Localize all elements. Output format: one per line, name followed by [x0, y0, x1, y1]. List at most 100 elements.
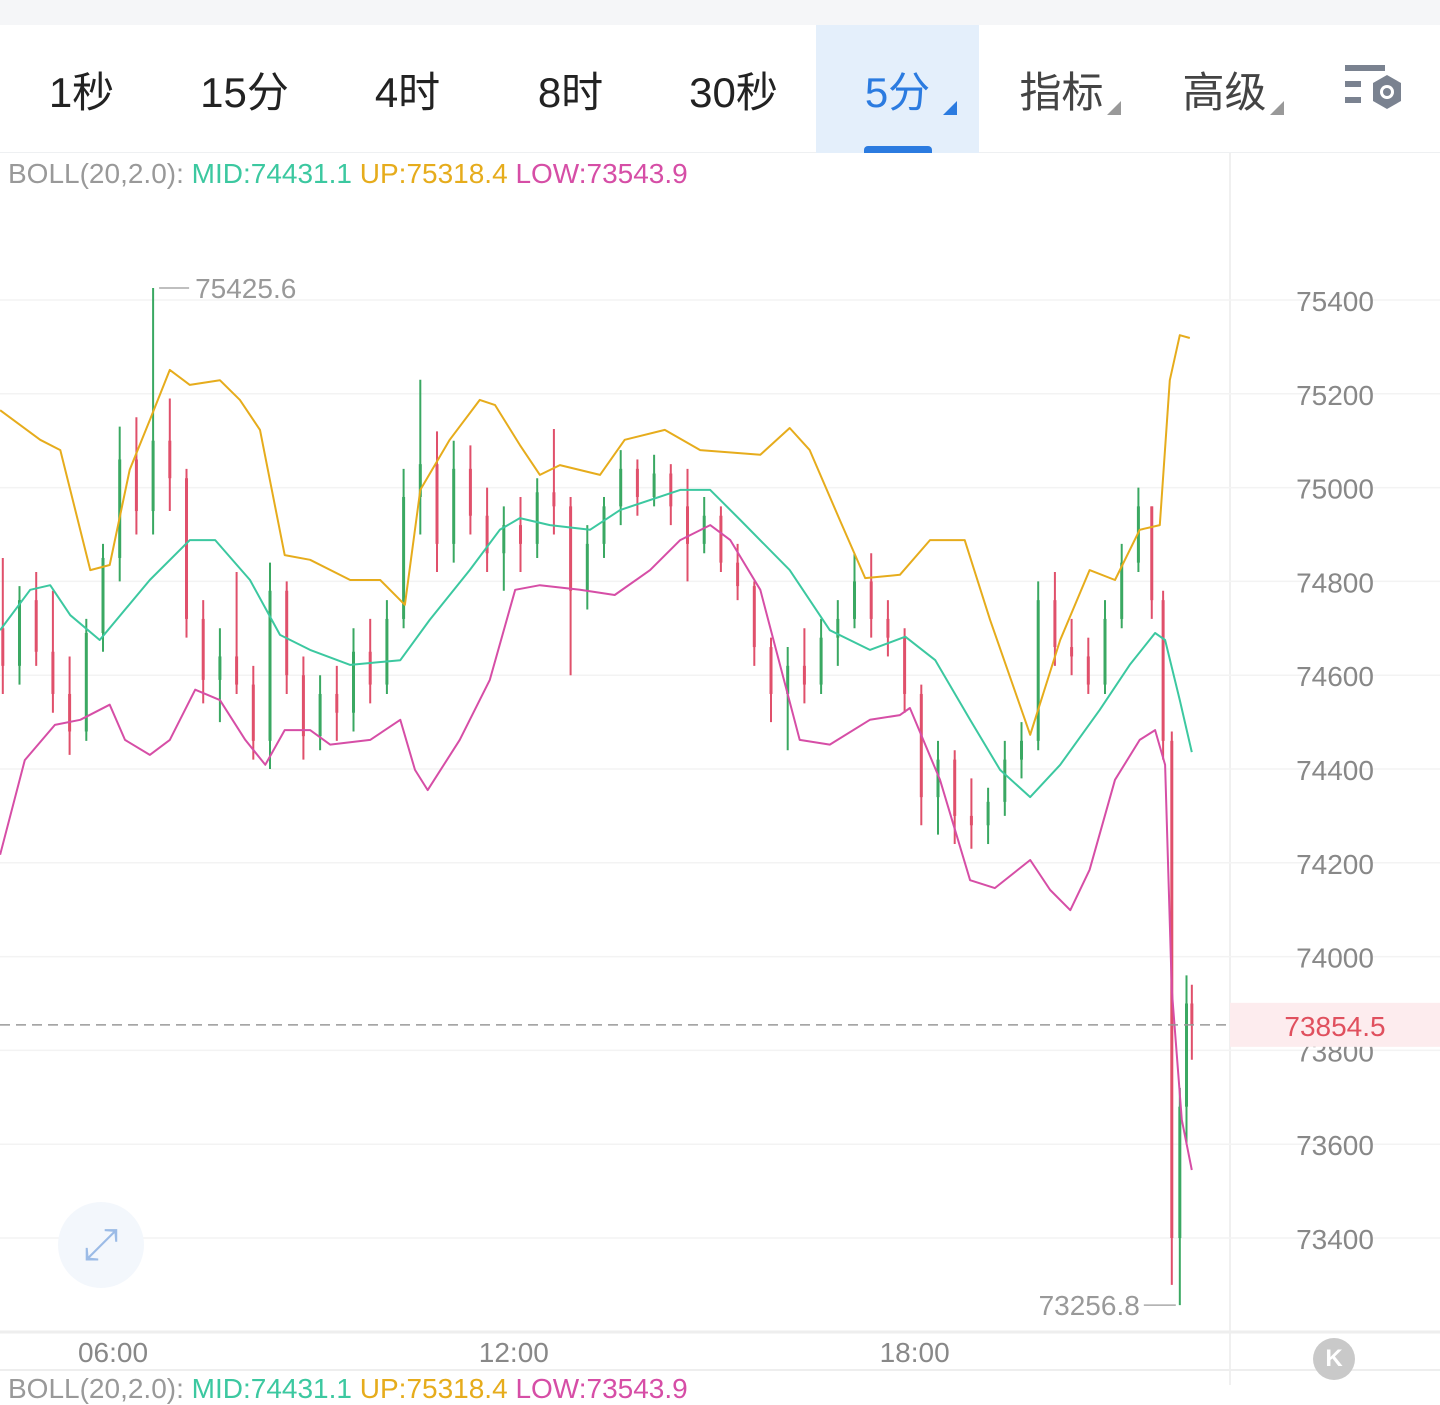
candle [635, 459, 639, 516]
candle [1003, 740, 1007, 816]
tab-4h[interactable]: 4时 [374, 68, 441, 116]
candle [802, 628, 806, 704]
candle [502, 506, 506, 591]
y-tick-label: 75200 [1296, 380, 1374, 411]
candle-body [151, 440, 155, 512]
candle [185, 468, 189, 638]
candle-body [869, 581, 873, 619]
last-price-badge [1230, 1002, 1440, 1047]
x-tick-label: 12:00 [479, 1337, 549, 1368]
candle [535, 478, 539, 558]
candle [218, 628, 222, 723]
candle [869, 553, 873, 638]
candle-body [134, 459, 138, 512]
boll-low-line [0, 524, 1193, 1171]
candle-body [919, 693, 923, 798]
candle-body [485, 515, 489, 554]
candle [1036, 581, 1040, 751]
tab-5m[interactable]: 5分 [816, 25, 979, 153]
y-tick-label: 75400 [1296, 286, 1374, 317]
tab-indicators[interactable]: 指标 [980, 25, 1143, 153]
candle-body [34, 600, 38, 652]
y-tick-label: 74200 [1296, 849, 1374, 880]
candle-body [1161, 600, 1165, 741]
candle [719, 506, 723, 573]
tab-advanced[interactable]: 高级 [1143, 25, 1306, 153]
candle-body [385, 618, 389, 685]
candle-body [702, 515, 706, 544]
candle [368, 618, 372, 704]
y-tick-label: 74000 [1296, 943, 1374, 974]
candle-body [669, 473, 673, 507]
candle [134, 417, 138, 535]
candle-body [769, 647, 773, 694]
candle-body [1190, 1003, 1194, 1025]
candle [385, 600, 389, 694]
candle-body [635, 468, 639, 497]
candle-body [886, 618, 890, 638]
candle-body [1036, 600, 1040, 741]
boll-mid-line [0, 488, 1193, 799]
candle [619, 450, 623, 526]
expand-icon: ⤢ [83, 1220, 119, 1269]
candle-body [301, 675, 305, 737]
top-strip [0, 0, 1440, 25]
candle [1150, 506, 1154, 619]
candle-body [836, 618, 840, 638]
candle-body [1003, 759, 1007, 802]
candle-body [936, 759, 940, 798]
last-price-label: 73854.5 [1284, 1011, 1385, 1042]
candle-body [1020, 740, 1024, 760]
candle-body [318, 693, 322, 737]
max-price-label: 75425.6 [195, 273, 296, 304]
candle [1053, 572, 1057, 666]
dropdown-triangle-icon [1107, 101, 1121, 115]
candle-body [986, 801, 990, 826]
candle-body [953, 759, 957, 816]
candle [969, 778, 973, 849]
candle-body [1103, 618, 1107, 685]
candle [235, 572, 239, 694]
boll-up-line [0, 334, 1191, 736]
candle [936, 740, 940, 835]
candle [435, 431, 439, 573]
candle-body [101, 557, 105, 633]
candle-body [418, 464, 422, 497]
candle-body [18, 600, 22, 666]
scroll-to-latest-button[interactable]: K [1313, 1338, 1355, 1380]
candle-body [1, 628, 5, 666]
y-tick-label: 73600 [1296, 1130, 1374, 1161]
candle [886, 600, 890, 657]
candle-body [1053, 600, 1057, 648]
boll-legend-secondary: BOLL(20,2.0): MID:74431.1 UP:75318.4 LOW… [8, 1373, 688, 1404]
candle [468, 445, 472, 535]
candle [452, 440, 456, 563]
candle [585, 525, 589, 610]
candle-body [251, 684, 255, 741]
candle [268, 562, 272, 769]
min-price-label: 73256.8 [1039, 1290, 1140, 1321]
candle [301, 656, 305, 760]
y-tick-label: 75000 [1296, 474, 1374, 505]
tab-15m[interactable]: 15分 [200, 68, 289, 116]
x-tick-label: 06:00 [78, 1337, 148, 1368]
candle [986, 787, 990, 845]
chart-settings-button[interactable] [1320, 25, 1430, 153]
candle-body [468, 468, 472, 516]
candle [84, 618, 88, 741]
tab-30s[interactable]: 30秒 [689, 68, 778, 116]
candle [101, 543, 105, 652]
expand-button[interactable]: ⤢ [58, 1202, 144, 1288]
candle-body [736, 562, 740, 587]
candle [1161, 590, 1165, 760]
candle [1190, 984, 1194, 1060]
candle [18, 586, 22, 685]
tab-8h[interactable]: 8时 [537, 68, 604, 116]
y-tick-label: 73400 [1296, 1224, 1374, 1255]
tab-1s[interactable]: 1秒 [48, 68, 115, 116]
candle-body [819, 637, 823, 685]
candle [769, 637, 773, 723]
candle-body [51, 651, 55, 694]
candle-body [268, 590, 272, 741]
